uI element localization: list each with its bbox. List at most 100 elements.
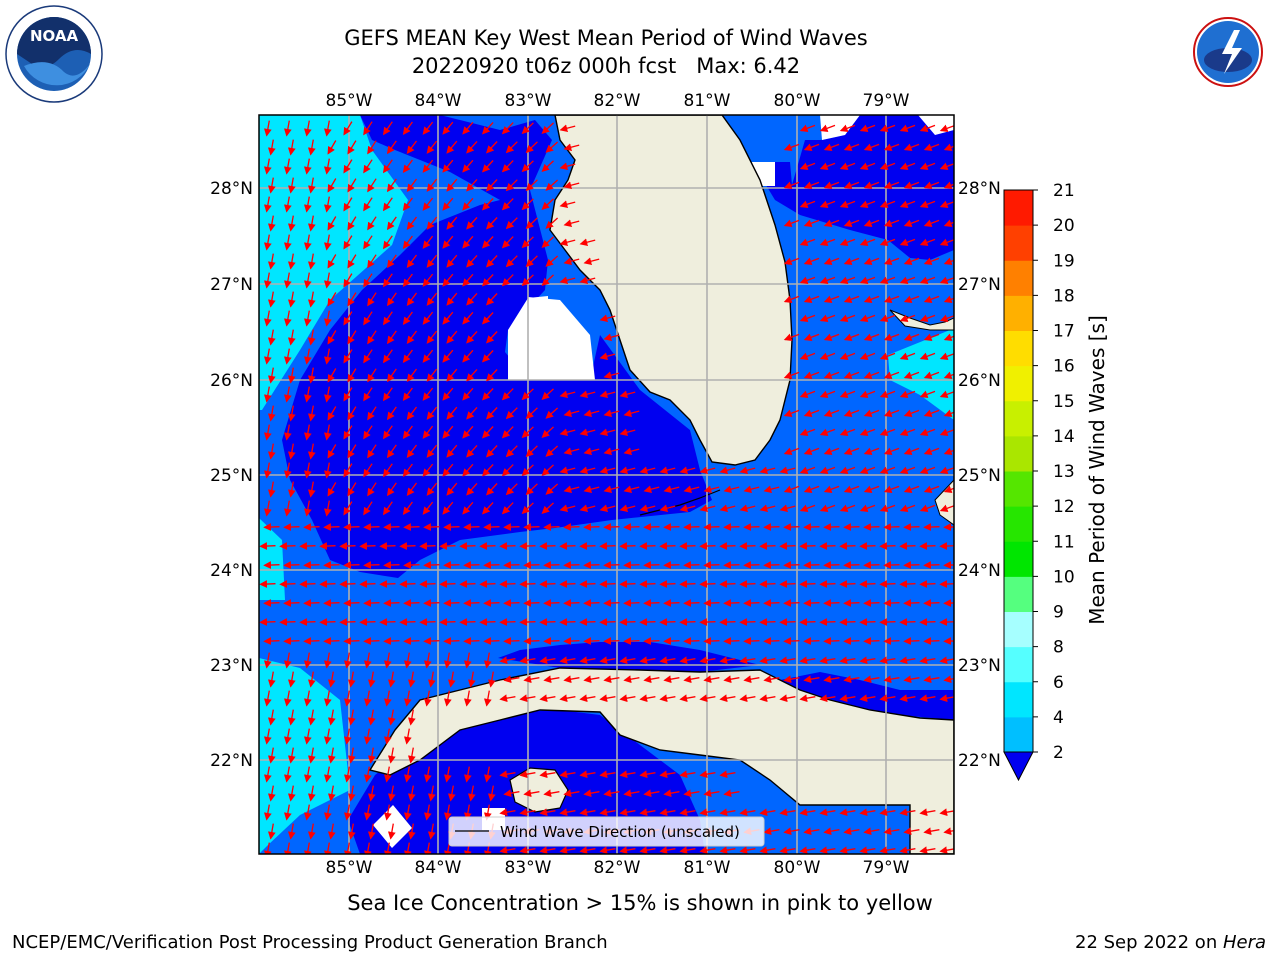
- wave-direction-arrow: [406, 140, 418, 155]
- wave-direction-arrow: [343, 121, 353, 136]
- wave-direction-arrow: [422, 235, 434, 249]
- lat-label: 25°N: [958, 466, 1001, 486]
- wave-direction-arrow: [442, 159, 454, 173]
- wave-direction-arrow: [267, 405, 276, 422]
- wave-direction-arrow: [579, 466, 596, 475]
- wave-direction-arrow: [521, 502, 534, 515]
- wave-direction-arrow: [323, 637, 340, 645]
- wave-direction-arrow: [463, 652, 472, 669]
- lat-label: 22°N: [210, 751, 253, 771]
- wave-direction-arrow: [743, 637, 760, 645]
- wave-direction-arrow: [943, 599, 954, 607]
- wave-direction-arrow: [799, 694, 816, 703]
- wave-direction-arrow: [819, 428, 836, 436]
- wave-direction-arrow: [859, 314, 876, 322]
- wave-direction-arrow: [839, 314, 856, 322]
- wave-direction-arrow: [779, 542, 796, 550]
- wave-direction-arrow: [839, 580, 856, 588]
- wave-direction-arrow: [559, 504, 576, 513]
- wave-direction-arrow: [603, 409, 620, 418]
- wave-direction-arrow: [327, 406, 337, 421]
- wave-direction-arrow: [839, 390, 856, 398]
- wave-direction-arrow: [422, 311, 434, 325]
- wave-direction-arrow: [327, 216, 337, 231]
- wave-direction-arrow: [323, 424, 332, 441]
- wave-direction-arrow: [819, 238, 836, 246]
- colorbar-tick-label: 4: [1053, 708, 1064, 728]
- wave-direction-arrow: [402, 425, 413, 440]
- wave-direction-arrow: [639, 770, 656, 779]
- wave-direction-arrow: [483, 599, 500, 607]
- wave-direction-arrow: [759, 542, 776, 550]
- wave-direction-arrow: [407, 823, 416, 840]
- wave-direction-arrow: [545, 255, 559, 267]
- wave-direction-arrow: [879, 276, 896, 284]
- wave-direction-arrow: [723, 637, 740, 645]
- wave-direction-arrow: [919, 504, 936, 512]
- colorbar-tick-label: 15: [1053, 392, 1075, 412]
- lon-label: 80°W: [774, 858, 821, 878]
- wave-direction-arrow: [619, 390, 636, 399]
- wave-direction-arrow: [499, 770, 516, 779]
- wave-direction-arrow: [367, 216, 377, 231]
- wave-direction-arrow: [739, 542, 756, 550]
- wave-direction-arrow: [483, 690, 492, 707]
- wave-direction-arrow: [283, 120, 292, 137]
- wave-direction-arrow: [859, 656, 876, 665]
- wave-direction-arrow: [723, 675, 740, 684]
- wave-direction-arrow: [683, 637, 700, 645]
- lat-label: 27°N: [210, 275, 253, 295]
- footer-credit: NCEP/EMC/Verification Post Processing Pr…: [12, 932, 608, 953]
- wave-direction-arrow: [466, 178, 478, 192]
- wave-direction-arrow: [679, 770, 696, 779]
- wave-direction-arrow: [559, 542, 576, 550]
- wave-direction-arrow: [859, 542, 876, 550]
- wave-direction-arrow: [359, 618, 376, 626]
- colorbar-segment: [1004, 225, 1033, 261]
- wave-direction-arrow: [347, 747, 356, 764]
- wave-direction-arrow: [267, 291, 276, 308]
- wave-direction-arrow: [683, 599, 700, 607]
- wave-direction-arrow: [759, 656, 776, 665]
- wave-direction-arrow: [783, 219, 800, 227]
- wave-direction-arrow: [623, 409, 640, 418]
- wave-direction-arrow: [343, 311, 353, 326]
- lon-label: 79°W: [863, 858, 910, 878]
- wave-direction-arrow: [863, 295, 880, 303]
- wave-direction-arrow: [403, 804, 412, 821]
- wave-direction-arrow: [525, 255, 538, 268]
- wave-direction-arrow: [819, 466, 836, 474]
- wave-direction-arrow: [799, 276, 816, 284]
- lon-label: 80°W: [774, 91, 821, 111]
- colorbar-tick-label: 16: [1053, 357, 1075, 377]
- wave-direction-arrow: [919, 428, 936, 436]
- wave-direction-arrow: [466, 292, 478, 306]
- wave-direction-arrow: [919, 314, 936, 322]
- wave-direction-arrow: [823, 675, 840, 684]
- wave-direction-arrow: [505, 141, 518, 154]
- wind-wave-direction-arrows: [259, 120, 954, 854]
- wave-direction-arrow: [327, 747, 336, 764]
- wave-direction-arrow: [486, 331, 498, 344]
- wave-direction-arrow: [943, 523, 954, 531]
- wave-direction-arrow: [259, 542, 276, 550]
- wave-direction-arrow: [406, 254, 418, 269]
- wave-direction-arrow: [943, 181, 954, 189]
- wave-direction-arrow: [363, 159, 373, 174]
- wave-direction-arrow: [446, 368, 458, 382]
- wave-direction-arrow: [839, 656, 856, 665]
- wave-direction-arrow: [583, 599, 600, 607]
- wave-direction-arrow: [719, 846, 736, 854]
- lat-label: 28°N: [958, 179, 1001, 199]
- wave-direction-arrow: [263, 462, 272, 479]
- colorbar-segment: [1004, 400, 1033, 437]
- wave-direction-arrow: [599, 808, 616, 817]
- wave-direction-arrow: [283, 500, 292, 517]
- wave-direction-arrow: [303, 766, 312, 783]
- lat-labels-left: 28°N 27°N 26°N 25°N 24°N 23°N 22°N: [210, 179, 253, 771]
- wave-direction-arrow: [283, 234, 292, 251]
- wave-direction-arrow: [559, 428, 576, 437]
- wave-direction-arrow: [363, 387, 373, 402]
- lat-label: 25°N: [210, 466, 253, 486]
- wave-direction-arrow: [442, 349, 454, 363]
